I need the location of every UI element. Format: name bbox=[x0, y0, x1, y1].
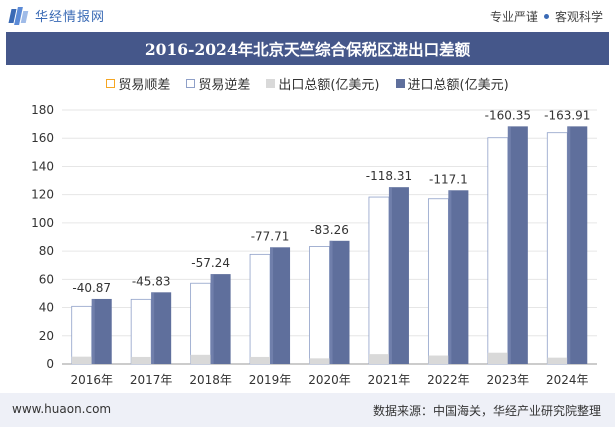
brand-name: 华经情报网 bbox=[35, 10, 106, 25]
bar-export bbox=[487, 352, 508, 364]
bar-import bbox=[270, 247, 291, 364]
y-tick-label: 60 bbox=[39, 272, 54, 286]
legend-item-surplus[interactable]: 贸易顺差 bbox=[106, 74, 170, 93]
chart-legend: 贸易顺差 贸易逆差 出口总额(亿美元) 进口总额(亿美元) bbox=[0, 74, 615, 93]
bar-deficit bbox=[190, 282, 212, 365]
bar-export bbox=[131, 356, 152, 364]
bar-import bbox=[567, 126, 588, 364]
slogan: 专业严谨 客观科学 bbox=[490, 8, 603, 25]
footer-website-link[interactable]: www.huaon.com bbox=[12, 402, 112, 416]
bar-deficit bbox=[249, 253, 271, 365]
bar-deficit bbox=[309, 246, 330, 365]
bar-import bbox=[448, 190, 469, 364]
bar-import-shade bbox=[91, 298, 95, 364]
legend-label-surplus: 贸易顺差 bbox=[118, 78, 171, 93]
data-label: -163.91 bbox=[544, 108, 590, 122]
bar-export bbox=[368, 354, 389, 364]
x-tick-label: 2021年 bbox=[368, 373, 411, 387]
data-label: -160.35 bbox=[485, 108, 531, 122]
data-label: -118.31 bbox=[366, 169, 412, 183]
bar-import-shade bbox=[448, 190, 452, 364]
y-tick-label: 20 bbox=[39, 329, 54, 343]
top-bar: 华经情报网 专业严谨 客观科学 bbox=[0, 0, 615, 32]
brand[interactable]: 华经情报网 bbox=[8, 6, 106, 25]
data-label: -40.87 bbox=[72, 281, 111, 295]
slogan-tag-2: 客观科学 bbox=[554, 10, 603, 24]
bar-import bbox=[91, 298, 112, 364]
legend-swatch-surplus bbox=[106, 79, 116, 88]
bar-import bbox=[329, 240, 350, 364]
title-bar: 2016-2024年北京天竺综合保税区进出口差额 bbox=[6, 32, 609, 65]
x-tick-label: 2020年 bbox=[308, 373, 351, 387]
x-tick-label: 2023年 bbox=[487, 373, 530, 387]
legend-swatch-deficit bbox=[186, 79, 196, 88]
bar-import-shade bbox=[388, 187, 392, 364]
y-tick-label: 140 bbox=[31, 159, 54, 173]
legend-label-deficit: 贸易逆差 bbox=[198, 78, 251, 93]
data-label: -77.71 bbox=[251, 229, 290, 243]
data-label: -45.83 bbox=[132, 274, 171, 288]
y-tick-label: 180 bbox=[31, 103, 54, 117]
footer-source: 数据来源：中国海关，华经产业研究院整理 bbox=[372, 404, 601, 418]
bar-export bbox=[547, 357, 568, 364]
legend-item-deficit[interactable]: 贸易逆差 bbox=[186, 74, 250, 93]
y-tick-label: 120 bbox=[31, 188, 54, 202]
bar-deficit bbox=[130, 298, 152, 365]
bar-import-shade bbox=[567, 126, 571, 364]
x-tick-label: 2024年 bbox=[546, 373, 589, 387]
y-tick-label: 160 bbox=[31, 131, 54, 145]
bar-import-shade bbox=[210, 274, 214, 364]
dot-separator-icon bbox=[543, 14, 549, 19]
bar-deficit bbox=[427, 198, 449, 365]
data-label: -83.26 bbox=[310, 223, 349, 237]
data-label: -117.1 bbox=[429, 172, 468, 186]
bar-export bbox=[309, 358, 330, 364]
footer: www.huaon.com 数据来源：中国海关，华经产业研究院整理 bbox=[0, 393, 615, 427]
bar-export bbox=[71, 356, 92, 364]
y-tick-label: 100 bbox=[31, 216, 54, 230]
bar-import-shade bbox=[329, 240, 333, 364]
chart-title: 2016-2024年北京天竺综合保税区进出口差额 bbox=[144, 40, 471, 59]
bar-deficit bbox=[368, 196, 390, 365]
bar-deficit bbox=[487, 137, 509, 365]
legend-item-export[interactable]: 出口总额(亿美元) bbox=[266, 74, 380, 93]
bar-import bbox=[507, 126, 528, 364]
bar-export bbox=[428, 355, 449, 364]
bar-import bbox=[151, 292, 172, 364]
legend-swatch-import bbox=[395, 79, 405, 88]
bar-import-shade bbox=[270, 247, 274, 364]
legend-swatch-export bbox=[266, 79, 276, 88]
x-tick-label: 2016年 bbox=[70, 373, 113, 387]
x-tick-label: 2018年 bbox=[189, 373, 232, 387]
y-tick-label: 40 bbox=[39, 301, 54, 315]
y-tick-label: 80 bbox=[39, 244, 54, 258]
bar-deficit bbox=[71, 305, 93, 365]
data-label: -57.24 bbox=[191, 256, 230, 270]
x-tick-label: 2022年 bbox=[427, 373, 470, 387]
slogan-tag-1: 专业严谨 bbox=[489, 10, 538, 24]
bar-export bbox=[190, 354, 211, 364]
legend-item-import[interactable]: 进口总额(亿美元) bbox=[395, 74, 509, 93]
bar-import-shade bbox=[151, 292, 155, 364]
y-tick-label: 0 bbox=[46, 357, 54, 371]
bar-deficit bbox=[546, 132, 568, 365]
bar-import bbox=[388, 187, 409, 364]
x-tick-label: 2019年 bbox=[249, 373, 292, 387]
x-tick-label: 2017年 bbox=[130, 373, 173, 387]
legend-label-export: 出口总额(亿美元) bbox=[278, 78, 380, 93]
bar-import-shade bbox=[507, 126, 511, 364]
bar-export bbox=[250, 356, 271, 364]
bar-import bbox=[210, 274, 231, 364]
legend-label-import: 进口总额(亿美元) bbox=[407, 78, 509, 93]
